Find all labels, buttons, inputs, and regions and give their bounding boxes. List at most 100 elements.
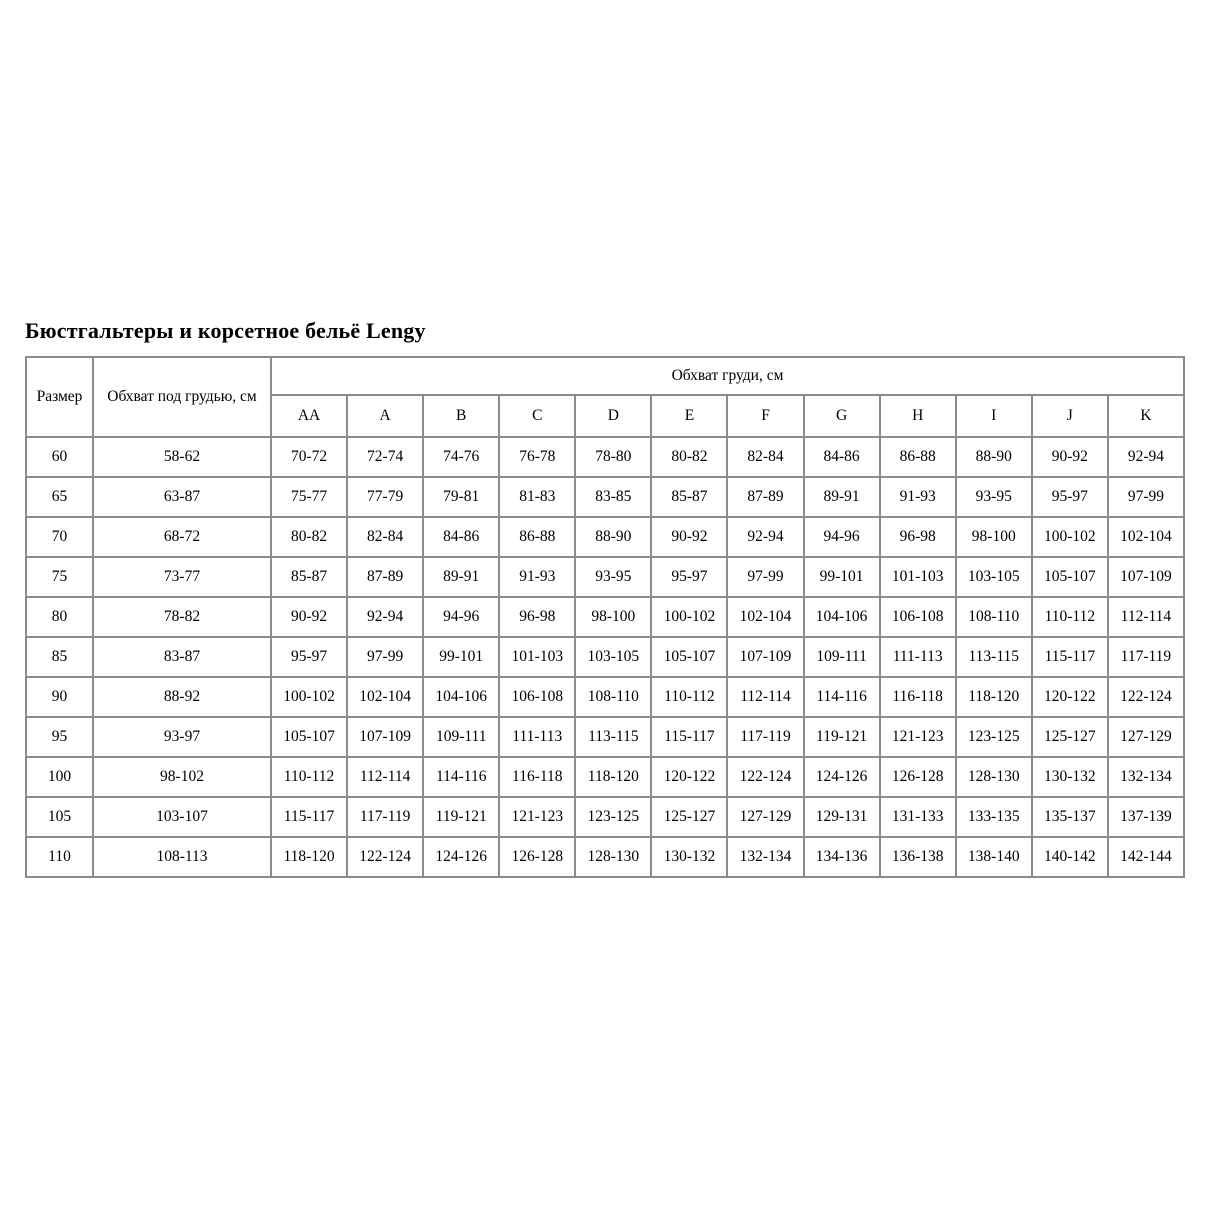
bust-range-cell: 81-83: [498, 476, 577, 518]
size-table-header: Размер Обхват под грудью, см Обхват груд…: [25, 356, 1186, 438]
bust-range-cell: 99-101: [422, 636, 501, 678]
bust-range-cell: 92-94: [1106, 436, 1186, 478]
underbust-cell: 58-62: [92, 436, 272, 478]
bust-range-cell: 100-102: [650, 596, 729, 638]
bust-range-cell: 97-99: [346, 636, 425, 678]
table-row: 80 78-82 90-92 92-94 94-96 96-98 98-100 100-102…: [25, 596, 1186, 638]
group-header-row: Размер Обхват под грудью, см Обхват груд…: [25, 356, 1185, 438]
table-row: 105 103-107 115-117 117-119 119-121 121-123 12…: [25, 796, 1186, 838]
bust-range-cell: 93-95: [574, 556, 653, 598]
cup-column-header-a: A: [346, 394, 425, 438]
bust-range-cell: 122-124: [1106, 676, 1186, 718]
bust-range-cell: 107-109: [346, 716, 425, 758]
bust-range-cell: 82-84: [726, 436, 805, 478]
bust-range-cell: 98-100: [954, 516, 1033, 558]
bust-range-cell: 117-119: [346, 796, 425, 838]
cup-column-header-c: C: [498, 394, 577, 438]
cup-column-header-j: J: [1030, 394, 1109, 438]
bust-range-cell: 102-104: [1106, 516, 1186, 558]
size-cell: 105: [25, 796, 94, 838]
bust-range-cell: 70-72: [269, 436, 349, 478]
bust-range-cell: 80-82: [650, 436, 729, 478]
bust-range-cell: 105-107: [269, 716, 349, 758]
table-row: 65 63-87 75-77 77-79 79-81 81-83 83-85 85-87 87-…: [25, 476, 1186, 518]
size-cell: 70: [25, 516, 94, 558]
underbust-cell: 68-72: [92, 516, 272, 558]
bust-range-cell: 87-89: [726, 476, 805, 518]
cup-column-header-b: B: [422, 394, 501, 438]
bust-range-cell: 109-111: [802, 636, 881, 678]
cup-column-header-d: D: [574, 394, 653, 438]
bust-range-cell: 95-97: [1030, 476, 1109, 518]
bust-range-cell: 76-78: [498, 436, 577, 478]
bust-range-cell: 102-104: [346, 676, 425, 718]
bust-range-cell: 117-119: [726, 716, 805, 758]
bust-range-cell: 113-115: [954, 636, 1033, 678]
bust-range-cell: 84-86: [802, 436, 881, 478]
bust-range-cell: 108-110: [574, 676, 653, 718]
bust-range-cell: 101-103: [498, 636, 577, 678]
bust-range-cell: 115-117: [269, 796, 349, 838]
bust-range-cell: 123-125: [954, 716, 1033, 758]
bust-range-cell: 90-92: [1030, 436, 1109, 478]
bust-range-cell: 94-96: [802, 516, 881, 558]
bust-range-cell: 114-116: [422, 756, 501, 798]
bust-range-cell: 137-139: [1106, 796, 1186, 838]
bust-range-cell: 124-126: [422, 836, 501, 878]
bust-range-cell: 127-129: [726, 796, 805, 838]
bust-range-cell: 87-89: [346, 556, 425, 598]
bust-range-cell: 128-130: [574, 836, 653, 878]
bust-group-header: Обхват груди, см: [270, 356, 1185, 396]
underbust-cell: 93-97: [92, 716, 272, 758]
bust-range-cell: 86-88: [498, 516, 577, 558]
bust-range-cell: 92-94: [726, 516, 805, 558]
bust-range-cell: 124-126: [802, 756, 881, 798]
bust-range-cell: 91-93: [498, 556, 577, 598]
bust-range-cell: 100-102: [1030, 516, 1109, 558]
bust-range-cell: 77-79: [346, 476, 425, 518]
underbust-cell: 103-107: [92, 796, 272, 838]
underbust-cell: 63-87: [92, 476, 272, 518]
bust-range-cell: 107-109: [726, 636, 805, 678]
bust-range-cell: 100-102: [269, 676, 349, 718]
bust-range-cell: 110-112: [1030, 596, 1109, 638]
bust-range-cell: 119-121: [802, 716, 881, 758]
cup-column-header-i: I: [954, 394, 1033, 438]
bust-range-cell: 126-128: [498, 836, 577, 878]
bust-range-cell: 88-90: [954, 436, 1033, 478]
bust-range-cell: 85-87: [650, 476, 729, 518]
bust-range-cell: 85-87: [269, 556, 349, 598]
bust-range-cell: 95-97: [269, 636, 349, 678]
bust-range-cell: 132-134: [1106, 756, 1186, 798]
bust-range-cell: 116-118: [498, 756, 577, 798]
cup-column-header-f: F: [726, 394, 805, 438]
bust-range-cell: 111-113: [498, 716, 577, 758]
bust-range-cell: 88-90: [574, 516, 653, 558]
bust-range-cell: 84-86: [422, 516, 501, 558]
bust-range-cell: 121-123: [878, 716, 957, 758]
table-row: 60 58-62 70-72 72-74 74-76 76-78 78-80 80-82 82-…: [25, 436, 1186, 478]
cup-column-header-h: H: [878, 394, 957, 438]
bust-range-cell: 80-82: [269, 516, 349, 558]
size-cell: 65: [25, 476, 94, 518]
table-row: 110 108-113 118-120 122-124 124-126 126-128 12…: [25, 836, 1186, 878]
bust-range-cell: 120-122: [650, 756, 729, 798]
size-cell: 85: [25, 636, 94, 678]
underbust-cell: 108-113: [92, 836, 272, 878]
underbust-cell: 98-102: [92, 756, 272, 798]
bust-range-cell: 99-101: [802, 556, 881, 598]
bust-range-cell: 122-124: [726, 756, 805, 798]
table-row: 85 83-87 95-97 97-99 99-101 101-103 103-105 105…: [25, 636, 1186, 678]
bust-range-cell: 79-81: [422, 476, 501, 518]
bust-range-cell: 115-117: [1030, 636, 1109, 678]
size-cell: 60: [25, 436, 94, 478]
bust-range-cell: 96-98: [498, 596, 577, 638]
size-cell: 90: [25, 676, 94, 718]
bust-range-cell: 118-120: [574, 756, 653, 798]
bust-range-cell: 120-122: [1030, 676, 1109, 718]
bust-range-cell: 129-131: [802, 796, 881, 838]
underbust-cell: 83-87: [92, 636, 272, 678]
bust-range-cell: 98-100: [574, 596, 653, 638]
bust-range-cell: 104-106: [802, 596, 881, 638]
bust-range-cell: 103-105: [574, 636, 653, 678]
